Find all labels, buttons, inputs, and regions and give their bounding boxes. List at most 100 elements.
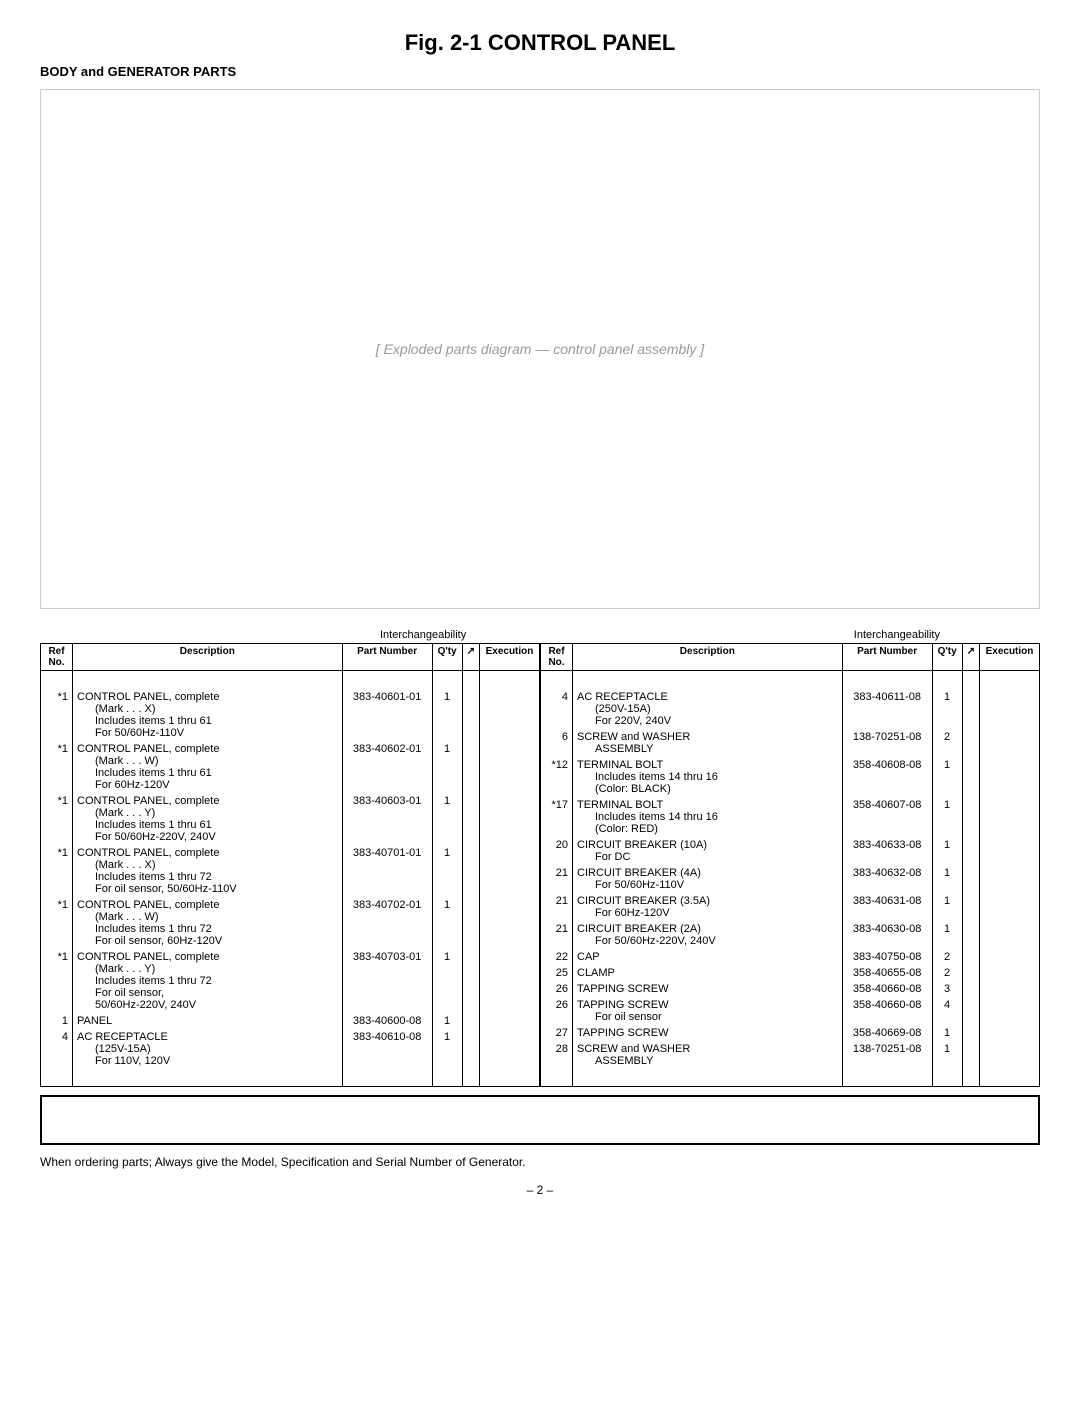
parts-table-left: Ref No. Description Part Number Q'ty ↗ E… — [40, 643, 540, 1087]
part-number: 383-40603-01 — [342, 793, 432, 845]
part-number: 383-40750-08 — [842, 949, 932, 965]
part-number: 383-40633-08 — [842, 837, 932, 865]
execution — [980, 865, 1040, 893]
parts-table-right: Ref No. Description Part Number Q'ty ↗ E… — [540, 643, 1040, 1087]
table-row: 1PANEL383-40600-081 — [41, 1013, 540, 1029]
part-number: 358-40608-08 — [842, 757, 932, 797]
table-row: 21CIRCUIT BREAKER (3.5A)For 60Hz-120V383… — [541, 893, 1040, 921]
part-number: 358-40660-08 — [842, 997, 932, 1025]
ref-no: 22 — [541, 949, 573, 965]
interchangeability — [962, 981, 979, 997]
qty: 1 — [932, 1025, 962, 1041]
execution — [980, 837, 1040, 865]
part-number: 358-40660-08 — [842, 981, 932, 997]
table-row: 21CIRCUIT BREAKER (2A)For 50/60Hz-220V, … — [541, 921, 1040, 949]
qty: 1 — [432, 1029, 462, 1069]
interchangeability — [462, 1013, 479, 1029]
ref-no: *1 — [41, 845, 73, 897]
qty: 4 — [932, 997, 962, 1025]
qty: 1 — [432, 845, 462, 897]
part-number: 383-40632-08 — [842, 865, 932, 893]
table-row: *1CONTROL PANEL, complete(Mark . . . X)I… — [41, 689, 540, 741]
th-part: Part Number — [342, 644, 432, 671]
table-row: 6SCREW and WASHERASSEMBLY138-70251-082 — [541, 729, 1040, 757]
table-row: *1CONTROL PANEL, complete(Mark . . . X)I… — [41, 845, 540, 897]
exploded-diagram: [ Exploded parts diagram — control panel… — [40, 89, 1040, 609]
footer-blank-box — [40, 1095, 1040, 1145]
th-exec: Execution — [980, 644, 1040, 671]
table-row: 27TAPPING SCREW358-40669-081 — [541, 1025, 1040, 1041]
interchangeability — [962, 921, 979, 949]
qty: 2 — [932, 729, 962, 757]
qty: 1 — [932, 865, 962, 893]
table-row: 21CIRCUIT BREAKER (4A)For 50/60Hz-110V38… — [541, 865, 1040, 893]
interchangeability-label-left: Interchangeability — [380, 629, 466, 641]
part-number: 383-40631-08 — [842, 893, 932, 921]
description: CONTROL PANEL, complete(Mark . . . W)Inc… — [73, 897, 343, 949]
description: SCREW and WASHERASSEMBLY — [573, 1041, 843, 1069]
execution — [980, 1041, 1040, 1069]
ref-no: 25 — [541, 965, 573, 981]
table-row: *17TERMINAL BOLTIncludes items 14 thru 1… — [541, 797, 1040, 837]
execution — [980, 1025, 1040, 1041]
description: TAPPING SCREW — [573, 981, 843, 997]
qty: 1 — [932, 757, 962, 797]
execution — [980, 689, 1040, 729]
table-row: 26TAPPING SCREW358-40660-083 — [541, 981, 1040, 997]
footer-note: When ordering parts; Always give the Mod… — [40, 1155, 1040, 1169]
interchangeability — [962, 729, 979, 757]
execution — [480, 949, 540, 1013]
table-row: *1CONTROL PANEL, complete(Mark . . . Y)I… — [41, 793, 540, 845]
execution — [980, 757, 1040, 797]
ref-no: *1 — [41, 897, 73, 949]
diagram-placeholder-text: [ Exploded parts diagram — control panel… — [376, 341, 704, 357]
table-row: *12TERMINAL BOLTIncludes items 14 thru 1… — [541, 757, 1040, 797]
part-number: 383-40703-01 — [342, 949, 432, 1013]
table-row: 4AC RECEPTACLE(250V-15A)For 220V, 240V38… — [541, 689, 1040, 729]
execution — [980, 949, 1040, 965]
execution — [480, 1013, 540, 1029]
interchangeability — [962, 997, 979, 1025]
ref-no: *17 — [541, 797, 573, 837]
th-ref: Ref No. — [541, 644, 573, 671]
interchangeability — [962, 1025, 979, 1041]
interchangeability-label-right: Interchangeability — [854, 629, 940, 641]
description: TERMINAL BOLTIncludes items 14 thru 16(C… — [573, 797, 843, 837]
part-number: 358-40655-08 — [842, 965, 932, 981]
description: CONTROL PANEL, complete(Mark . . . X)Inc… — [73, 845, 343, 897]
interchangeability — [462, 793, 479, 845]
description: CLAMP — [573, 965, 843, 981]
interchangeability — [462, 949, 479, 1013]
interchangeability-header-row: Interchangeability Interchangeability — [40, 629, 1040, 641]
execution — [980, 965, 1040, 981]
description: TERMINAL BOLTIncludes items 14 thru 16(C… — [573, 757, 843, 797]
th-desc: Description — [573, 644, 843, 671]
ref-no: 21 — [541, 893, 573, 921]
description: AC RECEPTACLE(125V-15A)For 110V, 120V — [73, 1029, 343, 1069]
ref-no: 26 — [541, 981, 573, 997]
interchangeability — [962, 965, 979, 981]
th-qty: Q'ty — [432, 644, 462, 671]
interchangeability — [462, 1029, 479, 1069]
description: CAP — [573, 949, 843, 965]
part-number: 383-40630-08 — [842, 921, 932, 949]
description: CIRCUIT BREAKER (10A)For DC — [573, 837, 843, 865]
ref-no: 21 — [541, 921, 573, 949]
interchangeability — [962, 865, 979, 893]
part-number: 383-40601-01 — [342, 689, 432, 741]
description: TAPPING SCREW — [573, 1025, 843, 1041]
part-number: 383-40600-08 — [342, 1013, 432, 1029]
execution — [480, 793, 540, 845]
subtitle: BODY and GENERATOR PARTS — [40, 64, 1040, 79]
description: CONTROL PANEL, complete(Mark . . . Y)Inc… — [73, 949, 343, 1013]
description: CONTROL PANEL, complete(Mark . . . X)Inc… — [73, 689, 343, 741]
execution — [980, 981, 1040, 997]
execution — [980, 797, 1040, 837]
interchangeability — [962, 757, 979, 797]
part-number: 383-40602-01 — [342, 741, 432, 793]
qty: 1 — [932, 893, 962, 921]
qty: 1 — [932, 1041, 962, 1069]
qty: 1 — [432, 949, 462, 1013]
ref-no: 28 — [541, 1041, 573, 1069]
table-row: *1CONTROL PANEL, complete(Mark . . . W)I… — [41, 741, 540, 793]
